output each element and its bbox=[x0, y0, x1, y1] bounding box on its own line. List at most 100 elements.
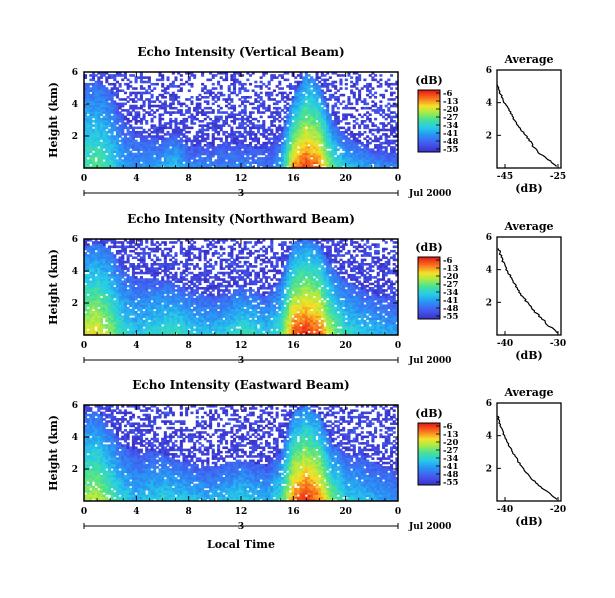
heatmap-cell bbox=[158, 287, 162, 290]
heatmap-cell bbox=[137, 98, 141, 101]
heatmap-cell bbox=[294, 159, 298, 162]
heatmap-cell bbox=[169, 326, 173, 329]
heatmap-cell bbox=[121, 326, 125, 329]
heatmap-cell bbox=[366, 115, 370, 119]
heatmap-cell bbox=[102, 241, 106, 244]
heatmap-cell bbox=[105, 319, 109, 323]
heatmap-cell bbox=[334, 146, 338, 149]
heatmap-cell bbox=[286, 122, 290, 125]
heatmap-cell bbox=[318, 150, 322, 154]
heatmap-cell bbox=[222, 141, 226, 145]
heatmap-cell bbox=[99, 300, 104, 303]
heatmap-cell bbox=[94, 139, 98, 143]
heatmap-cell bbox=[326, 109, 330, 112]
heatmap-cell bbox=[307, 104, 311, 108]
heatmap-cell bbox=[360, 163, 364, 167]
heatmap-cell bbox=[272, 102, 276, 106]
heatmap-cell bbox=[368, 128, 372, 132]
heatmap-cell bbox=[368, 85, 372, 88]
heatmap-cell bbox=[334, 133, 338, 136]
heatmap-cell bbox=[158, 148, 162, 151]
heatmap-cell bbox=[283, 124, 287, 127]
heatmap-cell bbox=[326, 104, 330, 108]
heatmap-cell bbox=[387, 113, 391, 117]
heatmap-cell bbox=[163, 165, 167, 169]
heatmap-cell bbox=[139, 98, 143, 101]
heatmap-cell bbox=[328, 165, 332, 169]
heatmap-cell bbox=[107, 150, 112, 154]
heatmap-cell bbox=[166, 284, 170, 288]
heatmap-cell bbox=[331, 85, 335, 88]
heatmap-cell bbox=[262, 161, 266, 165]
heatmap-cell bbox=[107, 152, 112, 156]
heatmap-cell bbox=[233, 72, 237, 75]
heatmap-cell bbox=[219, 152, 223, 156]
heatmap-cell bbox=[179, 276, 183, 279]
heatmap-cell bbox=[248, 161, 253, 165]
heatmap-cell bbox=[105, 241, 109, 244]
heatmap-cell bbox=[326, 161, 330, 165]
heatmap-cell bbox=[352, 137, 356, 141]
heatmap-cell bbox=[139, 300, 143, 303]
heatmap-cell bbox=[134, 293, 138, 297]
heatmap-cell bbox=[275, 111, 279, 114]
heatmap-cell bbox=[251, 117, 255, 121]
heatmap-cell bbox=[395, 133, 399, 136]
heatmap-cell bbox=[169, 150, 173, 154]
heatmap-cell bbox=[113, 241, 117, 244]
heatmap-cell bbox=[145, 150, 149, 154]
heatmap-cell bbox=[155, 289, 159, 292]
heatmap-cell bbox=[91, 252, 96, 255]
heatmap-cell bbox=[235, 150, 239, 154]
heatmap-cell bbox=[123, 122, 127, 125]
heatmap-cell bbox=[86, 291, 90, 294]
heatmap-cell bbox=[113, 321, 117, 325]
heatmap-cell bbox=[283, 144, 287, 147]
heatmap-cell bbox=[147, 295, 151, 299]
heatmap-cell bbox=[161, 74, 165, 77]
heatmap-cell bbox=[259, 148, 263, 151]
heatmap-cell bbox=[174, 85, 178, 88]
heatmap-cell bbox=[137, 313, 141, 316]
heatmap-cell bbox=[190, 102, 194, 106]
heatmap-cell bbox=[126, 306, 130, 310]
heatmap-cell bbox=[302, 124, 306, 127]
heatmap-cell bbox=[294, 150, 298, 154]
heatmap-cell bbox=[246, 152, 250, 156]
heatmap-cell bbox=[147, 106, 151, 110]
heatmap-cell bbox=[286, 154, 290, 158]
heatmap-cell bbox=[336, 106, 340, 110]
heatmap-cell bbox=[139, 165, 143, 169]
heatmap-cell bbox=[107, 321, 112, 325]
heatmap-cell bbox=[142, 311, 146, 314]
heatmap-cell bbox=[312, 144, 316, 147]
heatmap-cell bbox=[390, 150, 394, 154]
x-tick-label: 0 bbox=[81, 174, 87, 184]
heatmap-cell bbox=[238, 150, 242, 154]
heatmap-cell bbox=[251, 154, 255, 158]
heatmap-cell bbox=[201, 72, 205, 75]
heatmap-cell bbox=[256, 104, 261, 108]
heatmap-cell bbox=[352, 161, 356, 165]
heatmap-cell bbox=[113, 159, 117, 162]
heatmap-cell bbox=[169, 159, 173, 162]
heatmap-cell bbox=[211, 87, 215, 90]
heatmap-cell bbox=[107, 74, 112, 77]
heatmap-cell bbox=[352, 106, 356, 110]
heatmap-cell bbox=[296, 93, 300, 97]
heatmap-cell bbox=[379, 163, 383, 167]
heatmap-cell bbox=[185, 278, 189, 281]
heatmap-cell bbox=[118, 263, 122, 266]
heatmap-cell bbox=[166, 104, 170, 108]
heatmap-cell bbox=[118, 293, 122, 297]
heatmap-cell bbox=[89, 313, 93, 316]
heatmap-cell bbox=[94, 295, 98, 299]
heatmap-cell bbox=[139, 330, 143, 334]
heatmap-cell bbox=[270, 163, 274, 167]
heatmap-cell bbox=[211, 150, 215, 154]
heatmap-cell bbox=[304, 80, 308, 84]
heatmap-cell bbox=[368, 91, 372, 95]
heatmap-cell bbox=[195, 148, 199, 151]
heatmap-cell bbox=[99, 256, 104, 260]
heatmap-cell bbox=[206, 150, 210, 154]
